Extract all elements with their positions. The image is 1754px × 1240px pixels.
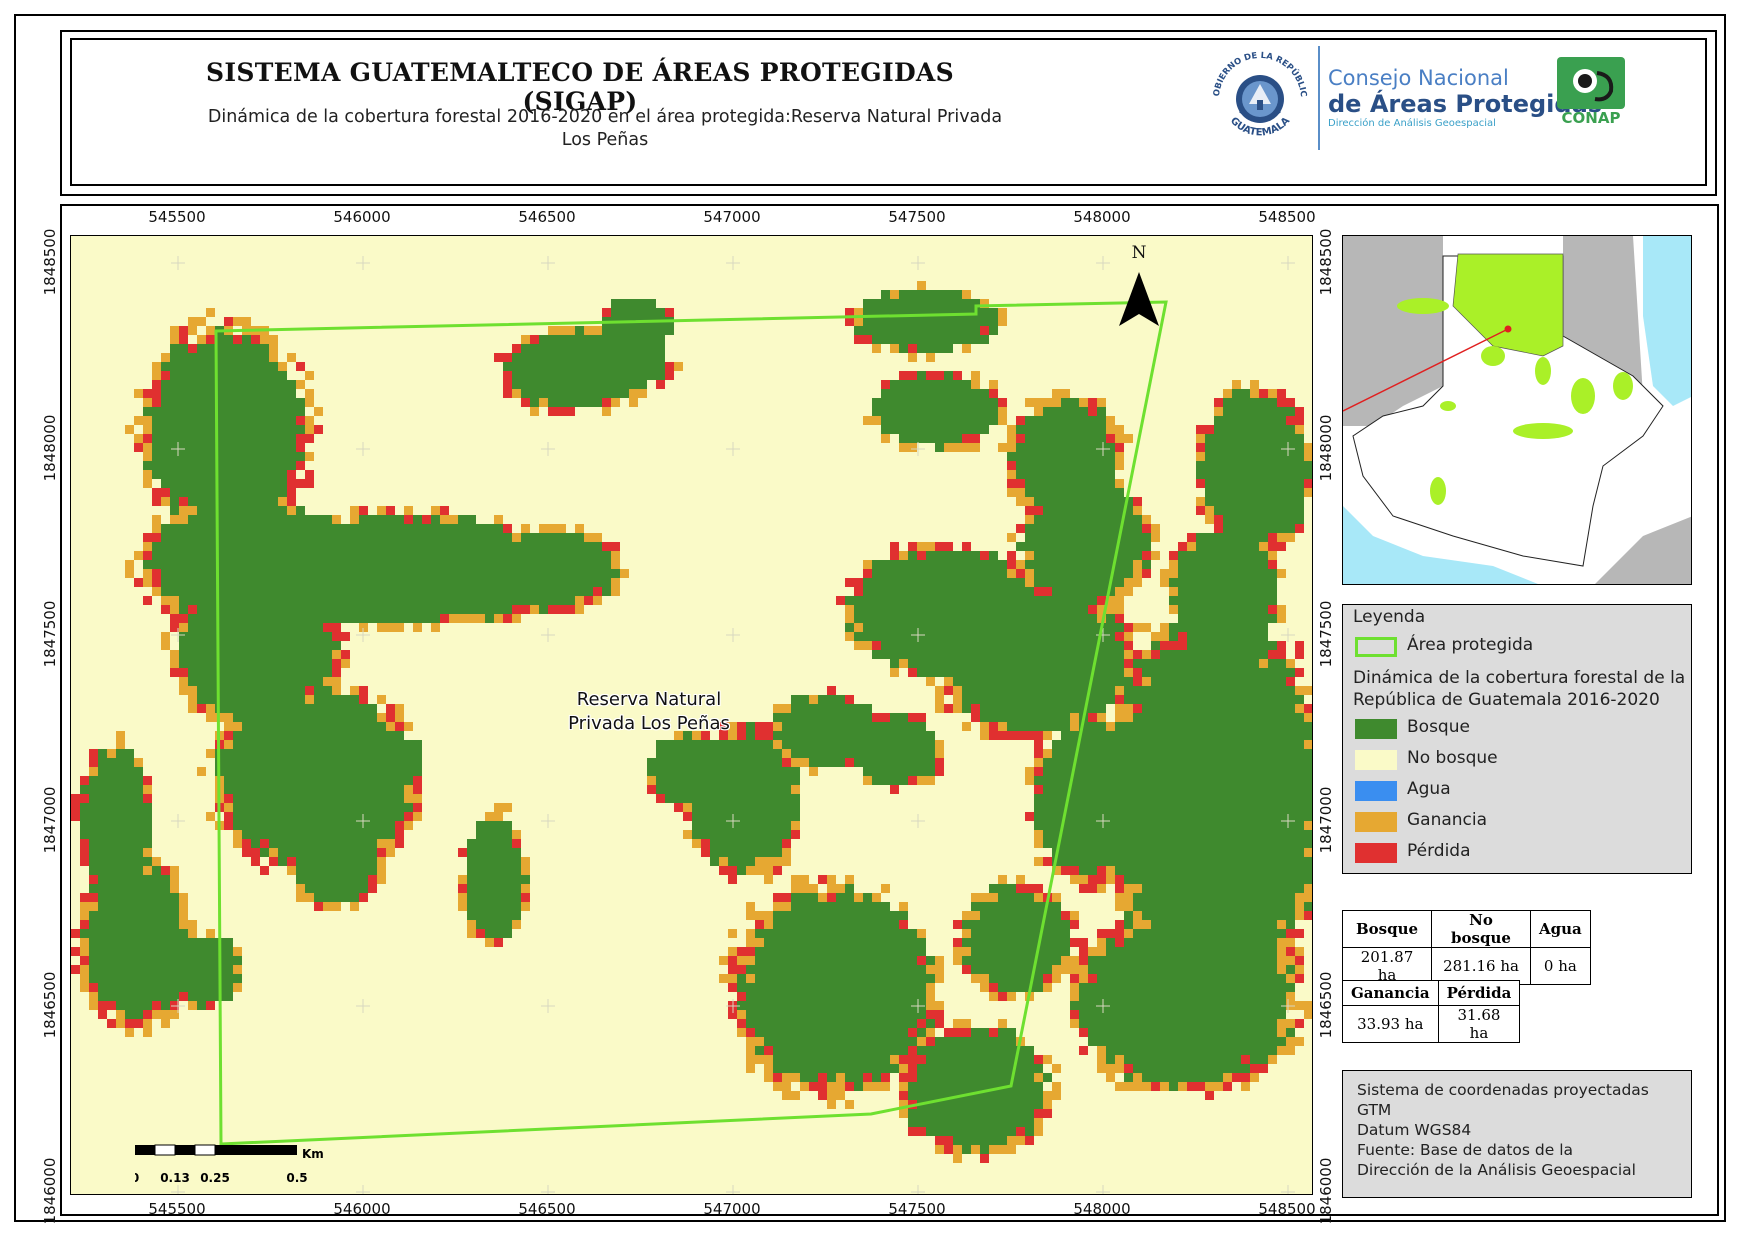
x-tick-top-546500: 546500	[518, 208, 576, 226]
crs-line-3: Datum WGS84	[1357, 1121, 1472, 1139]
x-tick-bottom-546500: 546500	[518, 1200, 576, 1218]
y-tick-right-1848500: 1848500	[1317, 228, 1335, 296]
y-tick-right-1846500: 1846500	[1317, 971, 1335, 1039]
scale-label-0: 0	[135, 1171, 139, 1185]
scale-label-3: 0.5	[286, 1171, 307, 1185]
stats-header-perdida: Pérdida	[1437, 980, 1521, 1006]
y-tick-right-1847500: 1847500	[1317, 600, 1335, 668]
x-tick-top-548500: 548500	[1258, 208, 1316, 226]
y-tick-right-1847000: 1847000	[1317, 786, 1335, 854]
x-tick-top-547500: 547500	[888, 208, 946, 226]
y-tick-left-1846500: 1846500	[41, 971, 59, 1039]
legend-section-title-line-1: Dinámica de la cobertura forestal de la	[1353, 668, 1686, 688]
stats-value-bosque: 201.87 ha	[1342, 947, 1432, 985]
guatemala-government-seal-icon: GOBIERNO DE LA REPÚBLICA GUATEMALA	[1205, 44, 1308, 139]
legend: Leyenda Área protegida Dinámica de la co…	[1342, 604, 1692, 874]
crs-line-2: GTM	[1357, 1101, 1392, 1119]
conap-logo-text: CONAP	[1562, 109, 1621, 127]
stats-table-change: Ganancia Pérdida 33.93 ha 31.68 ha	[1342, 980, 1521, 1043]
legend-title: Leyenda	[1353, 607, 1426, 627]
y-tick-left-1848500: 1848500	[41, 228, 59, 296]
legend-label-3: Ganancia	[1407, 810, 1488, 830]
page-border	[14, 14, 1726, 1222]
legend-swatch-4	[1355, 843, 1397, 863]
north-label: N	[1132, 243, 1147, 263]
crs-line-1: Sistema de coordenadas proyectadas	[1357, 1081, 1649, 1099]
conap-line-1: Consejo Nacional	[1328, 66, 1509, 90]
stats-value-no-bosque: 281.16 ha	[1431, 947, 1531, 985]
x-tick-bottom-545500: 545500	[148, 1200, 206, 1218]
stats-table-cover: Bosque No bosque Agua 201.87 ha 281.16 h…	[1342, 910, 1591, 985]
legend-label-4: Pérdida	[1407, 841, 1471, 861]
guatemala-locator-map	[1343, 236, 1691, 584]
y-tick-left-1847500: 1847500	[41, 600, 59, 668]
legend-section-title-line-2: República de Guatemala 2016-2020	[1353, 690, 1660, 710]
y-tick-left-1848000: 1848000	[41, 414, 59, 482]
legend-swatch-0	[1355, 719, 1397, 739]
crs-line-5: Dirección de la Análisis Geoespacial	[1357, 1161, 1636, 1179]
legend-swatch-1	[1355, 750, 1397, 770]
scale-bar: Km 0 0.13 0.25 0.5	[135, 1144, 324, 1185]
stats-header-ganancia: Ganancia	[1342, 980, 1439, 1006]
protected-area-boundary	[214, 300, 1168, 1146]
map-subtitle: Dinámica de la cobertura forestal 2016-2…	[207, 107, 1003, 150]
legend-swatch-2	[1355, 781, 1397, 801]
legend-label-1: No bosque	[1407, 748, 1498, 768]
scale-unit: Km	[302, 1147, 324, 1161]
crs-line-4: Fuente: Base de datos de la	[1357, 1141, 1573, 1159]
stats-value-agua: 0 ha	[1530, 947, 1591, 985]
forest-cover-raster: N	[71, 243, 1312, 1194]
protected-area-legend-label: Área protegida	[1407, 635, 1534, 655]
y-tick-left-1846000: 1846000	[41, 1157, 59, 1225]
conap-line-3: Dirección de Análisis Geoespacial	[1328, 118, 1496, 129]
x-tick-bottom-546000: 546000	[333, 1200, 391, 1218]
north-arrow: N	[1119, 243, 1159, 326]
stats-value-perdida: 31.68 ha	[1437, 1005, 1521, 1043]
header-frame	[60, 30, 1717, 196]
north-arrow-icon	[1119, 272, 1159, 326]
x-tick-bottom-547500: 547500	[888, 1200, 946, 1218]
protected-area-label-line-2: Privada Los Peñas	[568, 713, 730, 734]
stats-header-agua: Agua	[1530, 910, 1591, 948]
x-tick-top-545500: 545500	[148, 208, 206, 226]
protected-area-swatch	[1355, 637, 1397, 657]
y-tick-right-1848000: 1848000	[1317, 414, 1335, 482]
conap-wordmark: Consejo Nacional de Áreas Protegidas Dir…	[1328, 66, 1602, 129]
y-tick-left-1847000: 1847000	[41, 786, 59, 854]
conap-logo-icon: CONAP	[1557, 57, 1625, 127]
map-frame	[60, 204, 1719, 1216]
crs-info-box: Sistema de coordenadas proyectadas GTM D…	[1342, 1070, 1692, 1198]
legend-label-0: Bosque	[1407, 717, 1470, 737]
x-tick-bottom-548500: 548500	[1258, 1200, 1316, 1218]
stats-header-bosque: Bosque	[1342, 910, 1432, 948]
x-tick-bottom-547000: 547000	[703, 1200, 761, 1218]
scale-label-2: 0.25	[200, 1171, 230, 1185]
stats-value-ganancia: 33.93 ha	[1342, 1005, 1439, 1043]
location-marker-icon	[1504, 325, 1512, 333]
protected-area-label: Reserva Natural Privada Los Peñas	[549, 688, 749, 736]
x-tick-top-547000: 547000	[703, 208, 761, 226]
y-tick-right-1846000: 1846000	[1317, 1157, 1335, 1225]
header-logo-divider	[1318, 46, 1320, 150]
x-tick-bottom-548000: 548000	[1073, 1200, 1131, 1218]
forest-cover-map[interactable]: N Reserva Natural Privada Los Peñas	[70, 235, 1313, 1195]
conap-line-2: de Áreas Protegidas	[1328, 90, 1603, 118]
inset-locator-map	[1342, 235, 1692, 585]
legend-label-2: Agua	[1407, 779, 1451, 799]
protected-area-label-line-1: Reserva Natural	[576, 689, 722, 710]
map-title: SISTEMA GUATEMALTECO DE ÁREAS PROTEGIDAS…	[206, 58, 954, 116]
scale-label-1: 0.13	[160, 1171, 190, 1185]
legend-swatch-3	[1355, 812, 1397, 832]
header-inner-frame	[70, 38, 1707, 186]
legend-section-title: Dinámica de la cobertura forestal de la …	[1353, 667, 1685, 711]
stats-header-no-bosque: No bosque	[1431, 910, 1531, 948]
x-tick-top-546000: 546000	[333, 208, 391, 226]
x-tick-top-548000: 548000	[1073, 208, 1131, 226]
